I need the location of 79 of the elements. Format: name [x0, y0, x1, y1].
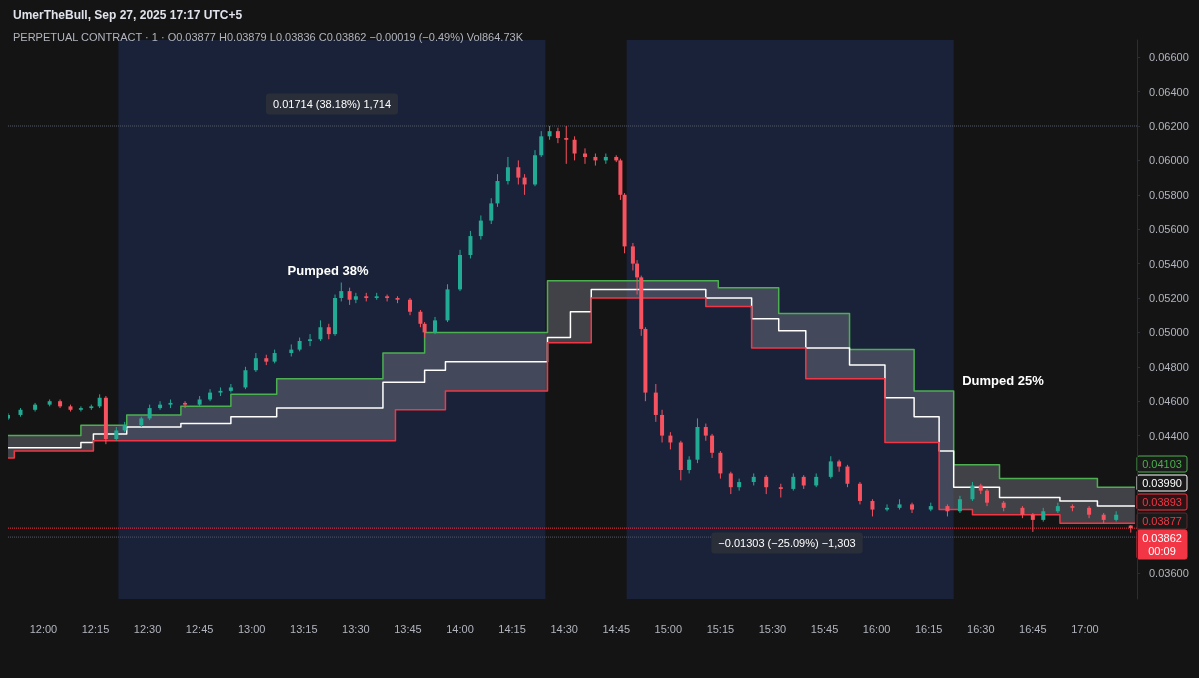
candlestick [318, 319, 323, 342]
y-tick-label: 0.03600 [1149, 567, 1189, 580]
x-tick-label: 14:30 [550, 622, 578, 635]
x-tick-label: 12:45 [185, 622, 214, 635]
x-tick-label: 16:30 [967, 622, 995, 635]
candlestick [660, 409, 665, 443]
y-tick-label: 0.05000 [1149, 326, 1189, 339]
candlestick [228, 383, 233, 394]
text: 0.03990 [1142, 477, 1182, 489]
candlestick [837, 459, 842, 473]
y-tick-label: 0.06600 [1149, 51, 1189, 64]
candlestick [339, 282, 344, 302]
chart-subtitle: PERPETUAL CONTRACT · 1 · O0.03877 H0.03879 L0.03836 C0.03862 −0.00019 (−0.49%) Vol864.73K [13, 30, 524, 43]
x-tick-label: 13:30 [342, 622, 370, 635]
chart-title: UmerTheBull, Sep 27, 2025 17:17 UTC+5 [13, 8, 243, 22]
annotation: Pumped 38% [287, 262, 369, 278]
y-tick-label: 0.05600 [1149, 223, 1189, 236]
candlestick [1030, 512, 1035, 533]
y-tick-label: 0.05800 [1149, 188, 1189, 201]
candlestick [572, 135, 577, 161]
candlestick [495, 173, 500, 208]
x-tick-label: 12:15 [81, 622, 110, 635]
text: 0.03877 [1142, 515, 1182, 527]
x-tick-label: 14:45 [602, 622, 631, 635]
candlestick [516, 159, 521, 185]
y-tick-label: 0.06200 [1149, 120, 1189, 132]
x-tick-label: 13:45 [394, 622, 422, 635]
annotation: −0.01303 (−25.09%) −1,303 [718, 537, 856, 549]
candlestick [489, 197, 494, 225]
x-tick-label: 12:00 [29, 622, 58, 635]
candlestick [555, 127, 560, 144]
candlestick [253, 352, 258, 373]
y-tick-label: 0.06400 [1149, 85, 1189, 98]
candlestick [308, 333, 313, 347]
x-tick-label: 15:00 [654, 622, 683, 635]
candlestick [764, 474, 769, 495]
x-tick-label: 12:30 [133, 622, 162, 635]
y-tick-label: 0.05400 [1149, 257, 1189, 270]
candlestick [718, 450, 723, 480]
x-tick-label: 14:15 [498, 622, 526, 635]
candlestick [468, 230, 473, 259]
candlestick [653, 383, 658, 423]
candlestick [478, 214, 483, 241]
candlestick [857, 481, 862, 505]
candlestick [243, 366, 248, 390]
x-tick-label: 17:00 [1071, 622, 1099, 635]
x-tick-label: 13:15 [290, 622, 318, 635]
candlestick [505, 156, 510, 185]
candlestick [710, 433, 715, 459]
x-tick-label: 13:00 [237, 622, 266, 635]
x-tick-label: 15:45 [810, 622, 839, 635]
text: 0.04103 [1142, 458, 1182, 470]
x-tick-label: 16:45 [1019, 622, 1047, 635]
candlestick [183, 400, 188, 409]
text: 0.03893 [1142, 496, 1182, 508]
y-tick-label: 0.05200 [1149, 292, 1189, 304]
x-tick-label: 15:30 [758, 622, 787, 635]
x-tick-label: 14:00 [446, 622, 474, 635]
candlestick [353, 292, 358, 304]
candlestick [539, 130, 544, 158]
text: 0.03862 00:09 [1142, 532, 1182, 557]
candlestick [828, 455, 833, 480]
x-tick-label: 16:15 [914, 622, 943, 635]
y-tick-label: 0.04400 [1149, 429, 1189, 442]
annotation: 0.01714 (38.18%) 1,714 [272, 98, 392, 110]
candlestick [78, 405, 83, 413]
candlestick [737, 478, 742, 492]
y-tick-label: 0.04800 [1149, 360, 1189, 373]
candlestick [970, 481, 975, 502]
annotation: Dumped 25% [962, 372, 1045, 388]
x-tick-label: 15:15 [706, 622, 735, 635]
candlestick [845, 464, 850, 488]
y-tick-label: 0.06000 [1149, 154, 1189, 167]
x-tick-label: 16:00 [862, 622, 891, 635]
candlestick [385, 294, 390, 302]
y-tick-label: 0.04600 [1149, 395, 1189, 408]
candlestick [564, 125, 569, 165]
candlestick [728, 471, 733, 495]
candlestick [885, 503, 890, 512]
